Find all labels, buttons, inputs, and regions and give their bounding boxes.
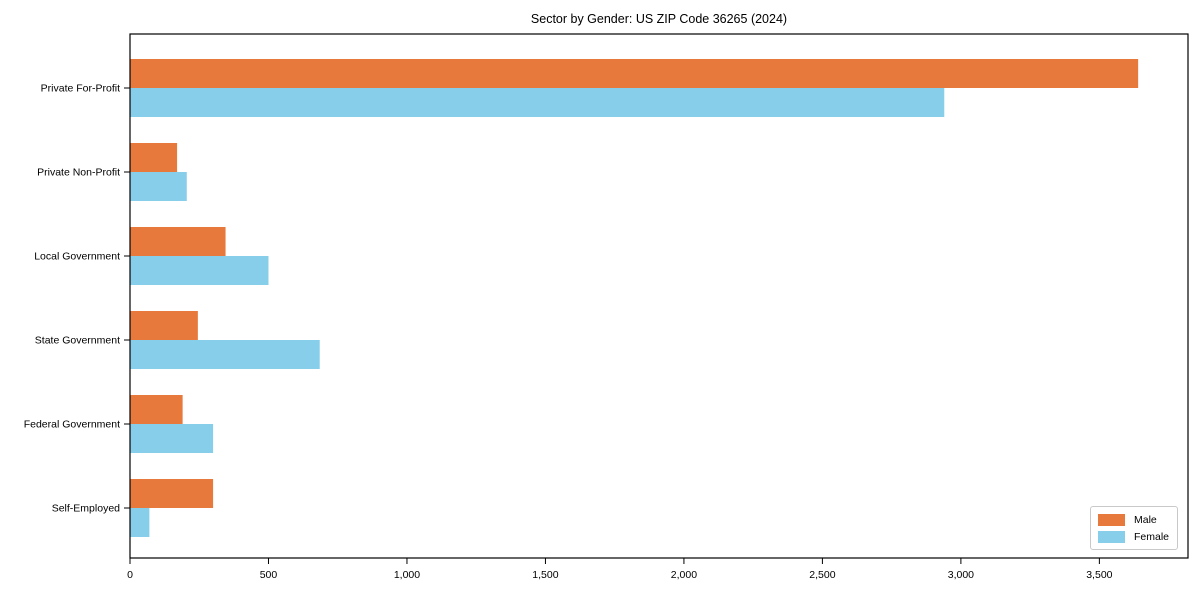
y-tick-label: Private Non-Profit	[37, 167, 120, 179]
x-tick-label: 1,500	[532, 569, 558, 581]
y-tick-label: State Government	[35, 335, 120, 347]
x-tick-label: 3,500	[1086, 569, 1112, 581]
bar-female	[130, 340, 320, 369]
legend-label-male: Male	[1134, 513, 1157, 526]
plot-border	[129, 33, 1189, 559]
x-tick-label: 3,000	[948, 569, 974, 581]
y-tick-label: Federal Government	[24, 419, 120, 431]
legend-entry-female: Female	[1098, 530, 1177, 543]
bar-male	[130, 143, 178, 172]
chart-title: Sector by Gender: US ZIP Code 36265 (202…	[530, 12, 788, 26]
female-series-swatch	[1098, 530, 1125, 543]
male-series-swatch	[1098, 513, 1125, 526]
bar-female	[130, 508, 150, 537]
x-tick-label: 1,000	[394, 569, 420, 581]
legend: Male Female	[1090, 506, 1178, 550]
bar-female	[130, 88, 945, 117]
x-tick-label: 2,000	[671, 569, 697, 581]
legend-label-female: Female	[1134, 530, 1170, 543]
y-tick-label: Local Government	[34, 251, 120, 263]
bar-female	[130, 172, 187, 201]
x-tick-label: 0	[127, 569, 133, 581]
bar-male	[130, 395, 183, 424]
x-tick-label: 500	[260, 569, 278, 581]
x-tick-label: 2,500	[809, 569, 835, 581]
bar-male	[130, 311, 198, 340]
legend-entry-male: Male	[1098, 513, 1177, 526]
bar-female	[130, 424, 214, 453]
bar-female	[130, 256, 269, 285]
y-tick-label: Private For-Profit	[41, 83, 120, 95]
bar-male	[130, 59, 1139, 88]
y-tick-label: Self-Employed	[52, 503, 120, 515]
bar-male	[130, 479, 214, 508]
bar-male	[130, 227, 226, 256]
